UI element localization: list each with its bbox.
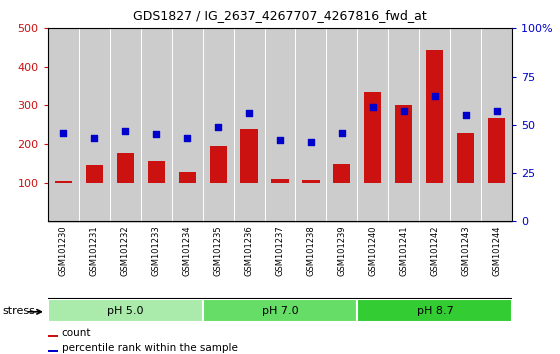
Point — [245, 110, 254, 116]
Point — [183, 136, 192, 141]
Bar — [426, 50, 444, 183]
Point — [492, 108, 501, 114]
Bar — [147, 161, 165, 183]
Bar — [203, 28, 234, 221]
Point — [152, 132, 161, 137]
Bar — [171, 28, 203, 221]
Bar — [54, 181, 72, 183]
Text: GSM101234: GSM101234 — [183, 225, 192, 276]
Bar — [333, 164, 351, 183]
Point — [399, 108, 408, 114]
Bar — [272, 179, 288, 183]
Point — [431, 93, 440, 99]
Text: GDS1827 / IG_2637_4267707_4267816_fwd_at: GDS1827 / IG_2637_4267707_4267816_fwd_at — [133, 9, 427, 22]
Text: GSM101239: GSM101239 — [338, 225, 347, 276]
Point — [338, 130, 347, 135]
Bar — [116, 153, 134, 183]
Bar — [264, 28, 296, 221]
Text: pH 5.0: pH 5.0 — [107, 306, 143, 316]
Text: pH 8.7: pH 8.7 — [417, 306, 453, 316]
Text: GSM101242: GSM101242 — [431, 225, 440, 276]
Text: GSM101240: GSM101240 — [368, 225, 377, 276]
Point — [90, 136, 99, 141]
Text: GSM101238: GSM101238 — [306, 225, 315, 276]
Bar — [482, 28, 512, 221]
Point — [368, 104, 377, 110]
Text: GSM101231: GSM101231 — [90, 225, 99, 276]
Text: GSM101232: GSM101232 — [120, 225, 129, 276]
Text: stress: stress — [3, 306, 36, 316]
Bar — [110, 28, 141, 221]
Bar — [209, 146, 227, 183]
Point — [120, 128, 129, 133]
Bar — [458, 132, 474, 183]
Bar — [389, 28, 419, 221]
Text: GSM101244: GSM101244 — [492, 225, 501, 276]
Point — [213, 124, 222, 130]
Bar — [48, 299, 203, 322]
Bar — [365, 92, 381, 183]
Text: GSM101243: GSM101243 — [461, 225, 470, 276]
Bar — [357, 28, 389, 221]
Point — [59, 130, 68, 135]
Bar — [48, 335, 58, 337]
Text: count: count — [62, 328, 91, 338]
Text: GSM101236: GSM101236 — [245, 225, 254, 276]
Bar — [357, 299, 512, 322]
Text: pH 7.0: pH 7.0 — [262, 306, 298, 316]
Bar — [48, 349, 58, 353]
Point — [461, 112, 470, 118]
Bar — [234, 28, 264, 221]
Bar — [488, 118, 506, 183]
Bar — [240, 129, 258, 183]
Bar — [179, 172, 195, 183]
Point — [276, 137, 284, 143]
Text: GSM101237: GSM101237 — [276, 225, 284, 276]
Point — [306, 139, 315, 145]
Bar — [203, 299, 357, 322]
Bar — [48, 28, 78, 221]
Text: GSM101230: GSM101230 — [59, 225, 68, 276]
Bar — [86, 165, 102, 183]
Bar — [296, 28, 326, 221]
Bar — [141, 28, 171, 221]
Text: percentile rank within the sample: percentile rank within the sample — [62, 343, 237, 353]
Bar — [395, 105, 413, 183]
Bar — [419, 28, 450, 221]
Text: GSM101235: GSM101235 — [213, 225, 222, 276]
Text: GSM101233: GSM101233 — [152, 225, 161, 276]
Bar — [450, 28, 482, 221]
Text: GSM101241: GSM101241 — [399, 225, 408, 276]
Bar — [78, 28, 110, 221]
Bar — [302, 179, 320, 183]
Bar — [326, 28, 357, 221]
